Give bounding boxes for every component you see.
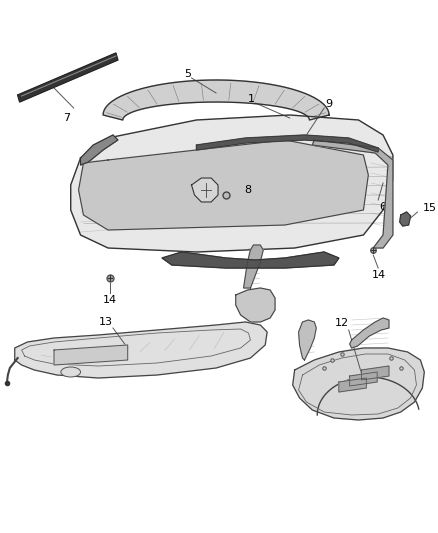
Ellipse shape <box>61 367 81 377</box>
Text: 12: 12 <box>335 318 349 328</box>
Text: 13: 13 <box>99 317 113 327</box>
Polygon shape <box>103 80 329 120</box>
Polygon shape <box>244 245 263 288</box>
Polygon shape <box>196 135 378 152</box>
Polygon shape <box>18 53 118 102</box>
Polygon shape <box>400 212 410 226</box>
Text: 8: 8 <box>244 185 251 195</box>
Text: 1: 1 <box>248 94 255 104</box>
Text: 5: 5 <box>184 69 191 79</box>
Text: 14: 14 <box>103 295 117 305</box>
Polygon shape <box>71 115 393 252</box>
Text: 7: 7 <box>63 113 71 123</box>
Polygon shape <box>350 372 377 386</box>
Polygon shape <box>312 140 393 248</box>
Polygon shape <box>293 348 424 420</box>
Polygon shape <box>299 320 316 360</box>
Polygon shape <box>81 135 118 165</box>
Polygon shape <box>15 322 267 378</box>
Text: 15: 15 <box>422 203 436 213</box>
Polygon shape <box>361 366 389 380</box>
Polygon shape <box>78 140 368 230</box>
Polygon shape <box>236 288 275 322</box>
Text: 6: 6 <box>380 202 387 212</box>
Polygon shape <box>191 178 218 202</box>
Text: 9: 9 <box>325 99 332 109</box>
Polygon shape <box>350 318 389 348</box>
Polygon shape <box>162 252 339 268</box>
Polygon shape <box>54 345 128 365</box>
Polygon shape <box>339 378 366 392</box>
Text: 14: 14 <box>372 270 386 280</box>
